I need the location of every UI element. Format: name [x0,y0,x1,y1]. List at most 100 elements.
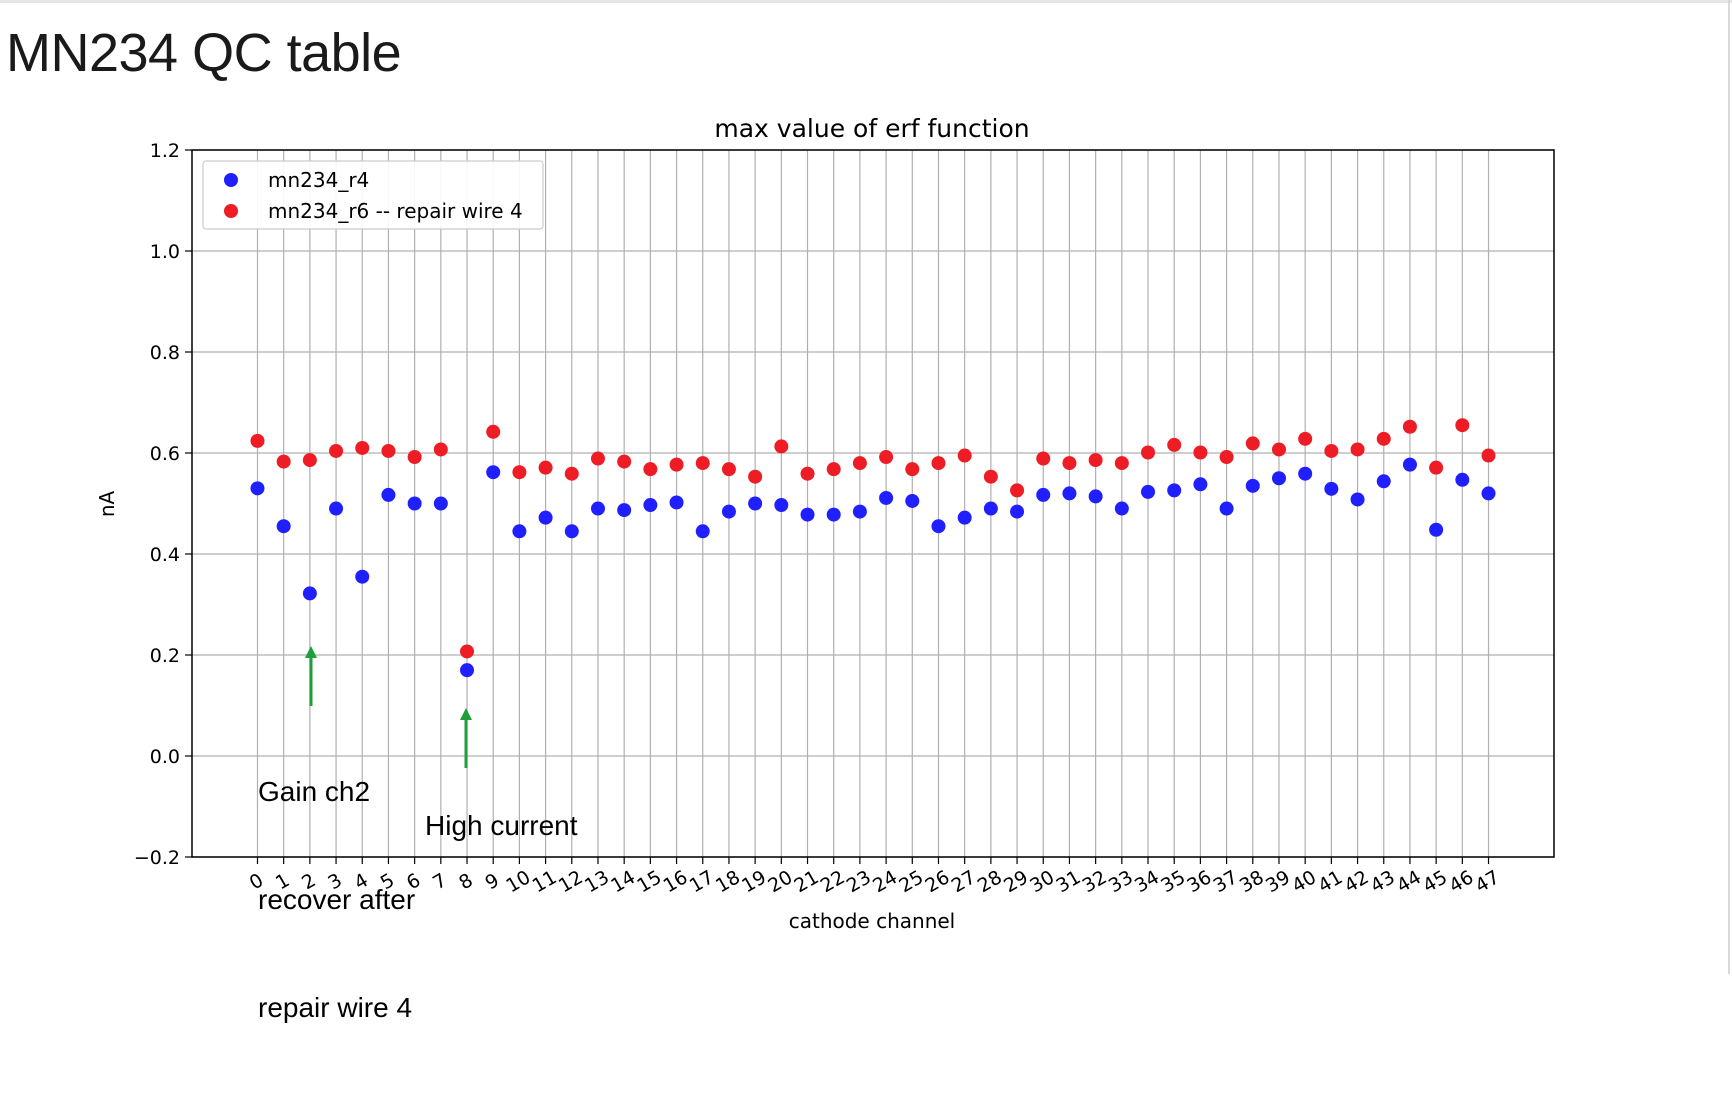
annotation-gain-ch2: Gain ch2 recover after repair wire 4 [258,702,415,1098]
annotation-gain-line-1: Gain ch2 [258,776,371,807]
data-point [617,503,632,518]
data-point [1062,456,1077,471]
data-point [355,569,370,584]
data-point [1114,456,1129,471]
series-0 [250,457,1496,678]
plot-frame [191,149,1555,858]
data-point [1402,457,1417,472]
data-point [590,451,605,466]
data-point [1088,453,1103,468]
data-point [852,456,867,471]
data-point [1141,484,1156,499]
chart-title: max value of erf function [714,114,1029,143]
x-tick-label: 7 [429,869,450,894]
data-point [1481,486,1496,501]
data-point [433,496,448,511]
data-point [590,501,605,516]
data-point [381,487,396,502]
data-point [329,501,344,516]
data-point [748,496,763,511]
data-point [721,504,736,519]
arrow-ch8-head [460,708,472,720]
data-point [800,507,815,522]
data-point [486,465,501,480]
slide: MN234 QC table max value of erf function… [0,0,1732,1023]
y-axis-label: nA [95,491,119,518]
legend-marker-r6 [224,204,238,218]
data-point [1481,448,1496,463]
y-axis: −0.2 0.0 0.2 0.4 0.6 0.8 1.0 1.2 [134,140,192,869]
data-point [1036,451,1051,466]
data-point [774,439,789,454]
arrow-ch2-head [305,646,317,658]
data-point [276,519,291,534]
data-point [250,481,265,496]
data-point [1193,445,1208,460]
data-point [1088,489,1103,504]
y-tick-label: 0.8 [150,342,180,364]
data-point [695,524,710,539]
data-point [433,442,448,457]
top-divider [0,0,1732,3]
data-point [1402,419,1417,434]
data-point [1167,483,1182,498]
data-point [1036,487,1051,502]
data-point [460,663,475,678]
annotation-high-current: High current [425,810,578,841]
data-point [1271,442,1286,457]
legend-marker-r4 [224,173,238,187]
annotation-arrows [305,646,472,768]
data-point [512,524,527,539]
data-point [643,462,658,477]
x-axis-label: cathode channel [789,909,956,933]
data-point [1429,460,1444,475]
data-point [564,524,579,539]
x-tick-label: 8 [455,869,476,894]
data-point [669,495,684,510]
data-point [1455,418,1470,433]
x-axis: 0 1 2 3 4 5 6 7 8 9 101112131415161718192021222324… [246,857,1503,897]
data-point [721,462,736,477]
data-point [774,498,789,513]
data-point [826,507,841,522]
data-point [302,453,317,468]
data-point [407,450,422,465]
data-point [276,454,291,469]
data-point [329,443,344,458]
y-tick-label: 0.0 [150,746,180,768]
data-point [1298,431,1313,446]
y-tick-label: 1.0 [150,241,180,263]
data-point [931,456,946,471]
data-point [1324,481,1339,496]
legend: mn234_r4 mn234_r6 -- repair wire 4 [202,160,544,230]
series-1 [250,418,1496,659]
data-point [407,496,422,511]
data-point [381,443,396,458]
data-point [1350,492,1365,507]
data-point [983,501,998,516]
data-point [1429,522,1444,537]
data-point [486,424,501,439]
data-point [826,462,841,477]
data-point [879,450,894,465]
data-point [643,498,658,513]
data-point [879,490,894,505]
data-point [1114,501,1129,516]
data-point [1245,478,1260,493]
data-point [564,466,579,481]
x-tick-label: 9 [481,869,502,894]
data-point [1350,442,1365,457]
data-point [1219,450,1234,465]
right-divider [1728,0,1730,974]
data-point [1219,501,1234,516]
data-point [957,448,972,463]
data-point [748,469,763,484]
data-point [538,510,553,525]
data-point [669,457,684,472]
data-point [460,644,475,659]
annotation-gain-line-3: repair wire 4 [258,992,413,1023]
y-tick-label: 0.2 [150,645,180,667]
data-point [1245,436,1260,451]
data-point [1271,471,1286,486]
data-point [617,454,632,469]
